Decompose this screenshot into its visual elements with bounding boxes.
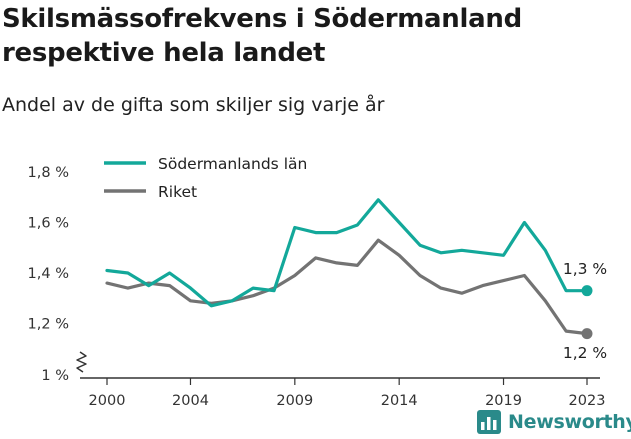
y-tick-label: 1,8 % (28, 165, 69, 181)
end-label-sodermanland: 1,3 % (563, 260, 607, 278)
x-tick-label: 2019 (485, 393, 522, 409)
x-tick-label: 2000 (89, 393, 126, 409)
axes-group: 1 % 1,2 % 1,4 % 1,6 % 1,8 % 2000 2004 2009 2014 2… (28, 165, 606, 409)
legend-group: Södermanlands län Riket (104, 155, 307, 201)
series-line-sodermanland (105, 198, 589, 308)
y-tick-label: 1 % (41, 368, 69, 384)
newsworthy-logo: Newsworthy (476, 408, 631, 436)
end-label-riket: 1,2 % (563, 344, 607, 362)
x-tick-label: 2014 (381, 393, 418, 409)
axis-break-icon (76, 351, 87, 373)
x-tick-label: 2004 (172, 393, 209, 409)
x-tick-label: 2009 (276, 393, 313, 409)
end-point-riket (581, 328, 593, 340)
y-tick-label: 1,4 % (28, 266, 69, 282)
legend-label-sodermanland: Södermanlands län (158, 155, 307, 173)
series-line-riket (105, 238, 589, 336)
end-labels-group: 1,3 % 1,2 % (563, 260, 607, 362)
legend-label-riket: Riket (158, 183, 197, 201)
x-tick-label: 2023 (569, 393, 606, 409)
y-tick-label: 1,2 % (28, 317, 69, 333)
end-point-sodermanland (581, 285, 593, 297)
bar-chart-logo-icon (477, 410, 501, 434)
chart-subtitle: Andel av de gifta som skiljer sig varje … (2, 94, 385, 116)
chart-title: Skilsmässofrekvens i Södermanland respek… (2, 4, 522, 68)
y-tick-label: 1,6 % (28, 216, 69, 232)
series-lines-group (105, 198, 593, 340)
logo-text: Newsworthy (508, 411, 631, 433)
